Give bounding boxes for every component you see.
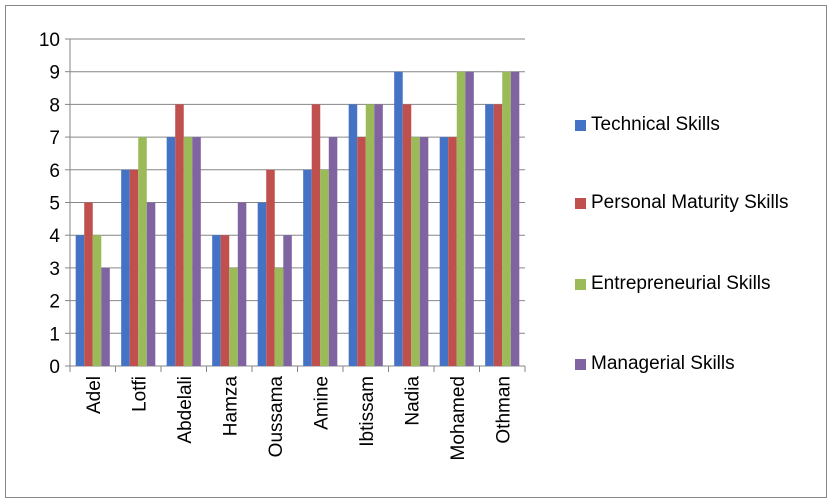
y-tick-label: 2: [49, 292, 60, 313]
bar: [183, 137, 193, 366]
bar: [283, 235, 292, 366]
y-tick-label: 4: [49, 226, 60, 247]
x-tick-label: Ibtissam: [357, 376, 378, 447]
legend-label: Technical Skills: [591, 114, 720, 135]
bar: [419, 137, 429, 366]
bar: [84, 202, 93, 366]
legend-swatch: [575, 198, 586, 209]
chart-border: [5, 5, 827, 498]
bar: [394, 71, 403, 366]
bar: [220, 235, 230, 366]
bar: [439, 137, 449, 366]
bar: [448, 137, 457, 366]
legend-label: Managerial Skills: [591, 353, 735, 374]
bar: [175, 104, 184, 367]
bar: [101, 267, 110, 366]
legend-item: Technical Skills: [575, 109, 813, 141]
legend-swatch: [575, 359, 586, 370]
bar: [402, 104, 412, 367]
bar: [510, 71, 520, 366]
legend-swatch: [575, 279, 586, 290]
bar: [274, 267, 284, 366]
legend-item: Personal Maturity Skills: [575, 187, 813, 219]
y-tick-label: 9: [49, 63, 60, 84]
y-tick-label: 0: [49, 357, 60, 378]
legend-item: Managerial Skills: [575, 348, 813, 380]
y-tick-label: 10: [39, 30, 60, 51]
legend-label: Personal Maturity Skills: [591, 192, 789, 213]
bar: [311, 104, 321, 367]
bar: [485, 104, 494, 367]
x-tick-label: Lotfi: [129, 376, 150, 412]
bar: [502, 71, 511, 366]
x-tick-label: Mohamed: [448, 376, 469, 461]
bar: [456, 71, 466, 366]
bar: [266, 169, 275, 366]
bar: [320, 169, 329, 366]
bar: [365, 104, 375, 367]
bar: [303, 169, 312, 366]
bar: [192, 137, 201, 366]
x-tick-label: Othman: [493, 376, 514, 444]
bar: [328, 137, 338, 366]
legend-item: Entrepreneurial Skills: [575, 268, 813, 300]
x-tick-label: Amine: [311, 376, 332, 430]
legend-label: Entrepreneurial Skills: [591, 273, 771, 294]
x-tick-label: Abdelali: [175, 376, 196, 444]
bar: [348, 104, 358, 367]
bar: [121, 169, 130, 366]
bar: [237, 202, 247, 366]
x-tick-label: Hamza: [220, 376, 241, 437]
bar: [465, 71, 474, 366]
bar: [374, 104, 383, 367]
y-tick-label: 1: [49, 324, 60, 345]
bar: [92, 235, 102, 366]
bar: [138, 137, 147, 366]
bar: [229, 267, 238, 366]
bar: [357, 137, 366, 366]
bar: [129, 169, 139, 366]
y-tick-label: 7: [49, 128, 60, 149]
x-tick-label: Nadia: [402, 376, 423, 426]
bar: [75, 235, 85, 366]
x-tick-label: Oussama: [266, 376, 287, 458]
x-tick-label: Adel: [84, 376, 105, 414]
y-tick-label: 3: [49, 259, 60, 280]
y-tick-label: 5: [49, 194, 60, 215]
bar: [411, 137, 420, 366]
legend-swatch: [575, 120, 586, 131]
bar: [257, 202, 267, 366]
bar: [166, 137, 176, 366]
bar: [212, 235, 221, 366]
y-tick-label: 8: [49, 95, 60, 116]
bar: [146, 202, 156, 366]
y-tick-label: 6: [49, 161, 60, 182]
bar: [493, 104, 503, 367]
